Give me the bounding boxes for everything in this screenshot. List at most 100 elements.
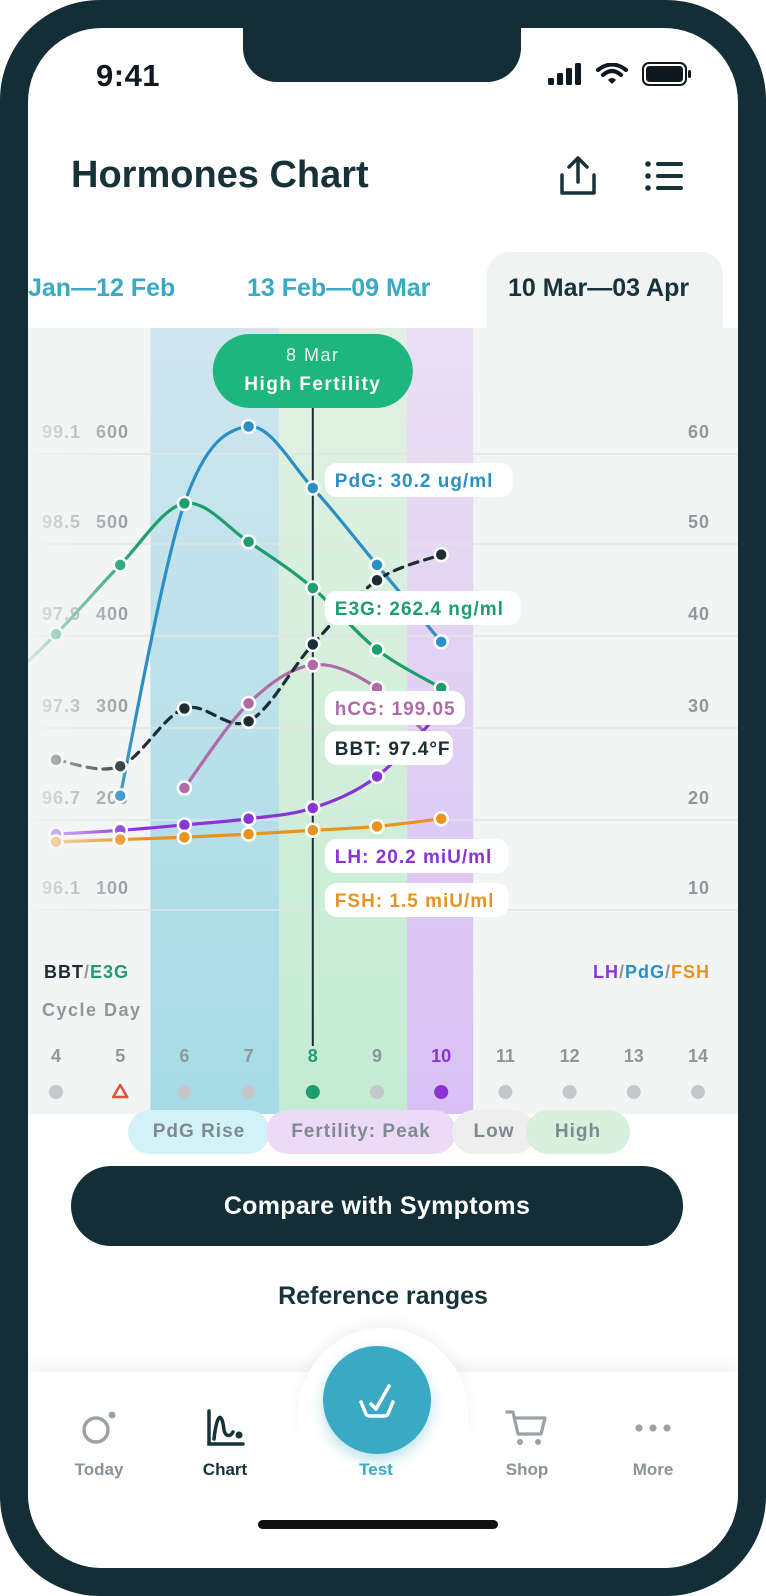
data-point-pdg [433, 634, 449, 650]
right-tick-label: 50 [688, 512, 710, 532]
right-legend-part-2: PdG [625, 962, 665, 982]
day-label: 6 [179, 1046, 189, 1066]
tab-period-3[interactable]: 10 Mar—03 Apr [508, 274, 690, 302]
chart-icon [207, 1409, 245, 1446]
data-point-bbt [240, 713, 257, 730]
data-point-lh [176, 817, 193, 833]
tab-period-1[interactable]: Jan—12 Feb [28, 274, 176, 302]
value-tag-bg-bbt [324, 731, 453, 765]
day-dot [177, 1085, 192, 1099]
data-point-hcg [305, 657, 321, 673]
share-button[interactable] [554, 152, 602, 200]
value-tag-pdg: PdG: 30.2 ug/ml [335, 471, 494, 492]
day-label: 14 [688, 1046, 708, 1066]
value-tag-bg-pdg [324, 463, 513, 497]
test-button[interactable] [323, 1346, 431, 1454]
right-legend-part-4: FSH [671, 962, 710, 982]
day-dot [305, 1085, 320, 1099]
share-icon [560, 156, 596, 195]
data-point-fsh [369, 818, 385, 835]
data-point-bbt [433, 546, 449, 563]
right-tick-label: 60 [688, 422, 710, 442]
selected-day-tooltip: 8 Mar High Fertility [212, 334, 413, 408]
nav-shop-label: Shop [505, 1460, 549, 1479]
tooltip-bubble [212, 334, 413, 408]
day-dot [241, 1085, 256, 1099]
data-point-e3g [176, 495, 193, 512]
tooltip-date: 8 Mar [286, 345, 340, 365]
page-title: Hormones Chart [71, 154, 369, 196]
nav-test[interactable]: Test [321, 1408, 431, 1480]
data-point-hcg [240, 695, 257, 712]
data-point-fsh [305, 822, 321, 839]
list-button[interactable] [640, 152, 688, 200]
compare-symptoms-button[interactable]: Compare with Symptoms [71, 1166, 683, 1246]
band-pdg-rise [150, 328, 281, 1114]
tooltip-status: High Fertility [244, 374, 381, 395]
data-point-fsh [433, 811, 449, 827]
data-point-bbt [176, 700, 193, 717]
right-tick-label: 30 [688, 696, 710, 716]
list-icon [645, 161, 683, 191]
cycle-days: 4 5 6 7 8 9 10 11 12 13 14 [49, 1046, 708, 1099]
value-tag-lh: LH: 20.2 miU/ml [335, 847, 493, 868]
nav-shop[interactable]: Shop [472, 1408, 582, 1480]
day-label: 4 [51, 1046, 61, 1066]
nav-chart[interactable]: Chart [170, 1408, 280, 1480]
data-point-fsh [176, 829, 193, 845]
value-tag-hcg: hCG: 199.05 [335, 699, 456, 720]
left-legend-part-1: / [84, 962, 90, 982]
right-tick-label: 40 [688, 604, 710, 624]
value-tag-bg-fsh [324, 883, 509, 917]
right-axis-legend: LH/PdG/FSH [593, 962, 710, 982]
data-point-lh [305, 800, 321, 816]
more-icon [635, 1424, 671, 1432]
right-tick-label: 20 [688, 788, 710, 808]
data-point-bbt [305, 636, 321, 653]
nav-today[interactable]: Today [44, 1408, 154, 1480]
day-label: 8 [308, 1046, 318, 1066]
left-legend-part-2: E3G [90, 962, 129, 982]
nav-more[interactable]: More [598, 1408, 708, 1480]
nav-test-label: Test [359, 1460, 393, 1479]
nav-chart-label: Chart [202, 1460, 248, 1479]
day-dot [691, 1085, 705, 1099]
value-tag-bbt: BBT: 97.4°F [335, 739, 451, 760]
legend-fertility-peak: Fertility: Peak [266, 1110, 456, 1154]
day-label: 10 [431, 1046, 451, 1066]
data-point-pdg [305, 480, 321, 496]
day-label: 13 [624, 1046, 644, 1066]
day-label: 9 [372, 1046, 382, 1066]
test-icon [359, 1384, 395, 1418]
data-point-pdg [240, 418, 257, 435]
right-legend-part-1: / [619, 962, 625, 982]
right-legend-part-3: / [665, 962, 671, 982]
data-point-pdg [369, 557, 385, 573]
value-tag-fsh: FSH: 1.5 miU/ml [335, 891, 495, 912]
legend-low: Low [452, 1110, 536, 1154]
hormones-chart[interactable]: 99.16006098.55005097.94004097.33003096.7… [28, 328, 738, 1114]
data-point-bbt [369, 572, 385, 589]
value-tags: PdG: 30.2 ug/ml E3G: 262.4 ng/ml hCG: 199.… [324, 463, 521, 917]
day-dot [562, 1085, 577, 1099]
data-point-e3g [305, 580, 321, 596]
day-dot [498, 1085, 513, 1099]
notch [243, 28, 521, 82]
left-axis-legend: BBT/E3G [44, 962, 129, 982]
data-point-e3g [240, 534, 257, 550]
left-legend-part-0: BBT [44, 962, 84, 982]
active-tab-background [487, 252, 723, 332]
reference-ranges-title[interactable]: Reference ranges [278, 1282, 488, 1310]
tab-period-2[interactable]: 13 Feb—09 Mar [247, 274, 431, 302]
data-point-lh [369, 768, 385, 785]
screen: 9:41 Hormones Chart [28, 28, 738, 1568]
signal-icon [548, 63, 581, 85]
nav-today-label: Today [74, 1460, 124, 1479]
legend-high: High [526, 1110, 630, 1154]
legend-pdg-rise: PdG Rise [128, 1110, 270, 1154]
home-indicator [258, 1520, 498, 1529]
status-icons [548, 62, 692, 86]
day-label: 12 [560, 1046, 580, 1066]
